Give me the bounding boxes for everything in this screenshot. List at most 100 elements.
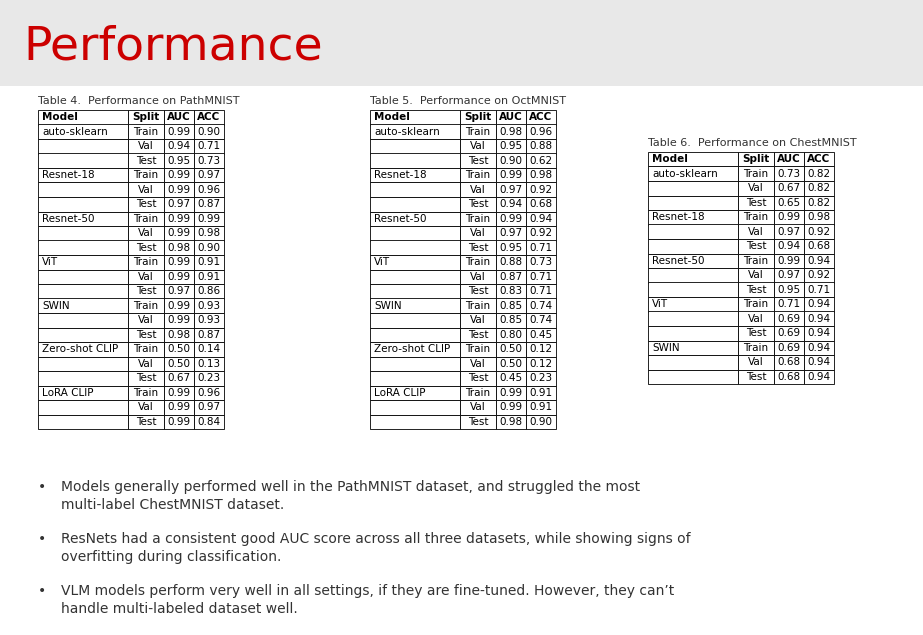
Text: 0.13: 0.13 bbox=[198, 359, 221, 369]
Text: Test: Test bbox=[136, 373, 156, 384]
Text: 0.73: 0.73 bbox=[777, 169, 800, 178]
Text: Train: Train bbox=[743, 256, 769, 266]
Text: 0.82: 0.82 bbox=[808, 169, 831, 178]
Text: 0.97: 0.97 bbox=[167, 199, 190, 210]
Text: 0.84: 0.84 bbox=[198, 417, 221, 427]
Text: Train: Train bbox=[134, 127, 159, 137]
Text: 0.99: 0.99 bbox=[499, 388, 522, 398]
Text: 0.99: 0.99 bbox=[167, 257, 190, 267]
Text: AUC: AUC bbox=[499, 112, 522, 123]
Text: 0.71: 0.71 bbox=[530, 272, 553, 282]
Text: Train: Train bbox=[743, 169, 769, 178]
Text: 0.50: 0.50 bbox=[499, 344, 522, 354]
Text: Resnet-18: Resnet-18 bbox=[652, 212, 704, 222]
Text: Train: Train bbox=[134, 388, 159, 398]
Text: 0.94: 0.94 bbox=[167, 141, 190, 151]
Text: Val: Val bbox=[138, 185, 154, 195]
Text: Val: Val bbox=[470, 185, 485, 195]
Text: 0.50: 0.50 bbox=[499, 359, 522, 369]
Text: 0.93: 0.93 bbox=[198, 315, 221, 325]
Text: 0.65: 0.65 bbox=[777, 197, 800, 208]
Text: Val: Val bbox=[138, 359, 154, 369]
Text: Test: Test bbox=[746, 241, 766, 251]
Text: 0.95: 0.95 bbox=[499, 243, 522, 253]
Text: 0.71: 0.71 bbox=[777, 299, 800, 309]
Text: Test: Test bbox=[746, 371, 766, 382]
Text: Val: Val bbox=[138, 315, 154, 325]
Text: 0.99: 0.99 bbox=[198, 214, 221, 224]
Text: 0.69: 0.69 bbox=[777, 314, 800, 324]
Text: 0.95: 0.95 bbox=[777, 284, 800, 295]
Text: Test: Test bbox=[468, 417, 488, 427]
Text: 0.23: 0.23 bbox=[530, 373, 553, 384]
Text: Train: Train bbox=[465, 344, 490, 354]
Text: •: • bbox=[38, 480, 46, 494]
Text: 0.99: 0.99 bbox=[167, 388, 190, 398]
Text: 0.99: 0.99 bbox=[167, 127, 190, 137]
Text: Val: Val bbox=[138, 228, 154, 238]
Text: •: • bbox=[38, 532, 46, 546]
Text: Split: Split bbox=[464, 112, 492, 123]
Text: LoRA CLIP: LoRA CLIP bbox=[42, 388, 93, 398]
Text: 0.96: 0.96 bbox=[530, 127, 553, 137]
Text: AUC: AUC bbox=[777, 154, 801, 164]
Text: 0.99: 0.99 bbox=[167, 185, 190, 195]
Text: 0.99: 0.99 bbox=[499, 402, 522, 412]
Text: Table 6.  Performance on ChestMNIST: Table 6. Performance on ChestMNIST bbox=[648, 138, 857, 148]
Text: 0.87: 0.87 bbox=[499, 272, 522, 282]
Text: Test: Test bbox=[136, 286, 156, 297]
Text: auto-sklearn: auto-sklearn bbox=[374, 127, 439, 137]
Text: 0.73: 0.73 bbox=[530, 257, 553, 267]
Text: ViT: ViT bbox=[652, 299, 668, 309]
Text: Test: Test bbox=[468, 156, 488, 166]
Text: 0.67: 0.67 bbox=[167, 373, 190, 384]
Text: 0.90: 0.90 bbox=[530, 417, 553, 427]
Text: 0.90: 0.90 bbox=[198, 127, 221, 137]
Text: Val: Val bbox=[470, 315, 485, 325]
Text: 0.50: 0.50 bbox=[167, 359, 190, 369]
Text: 0.99: 0.99 bbox=[167, 272, 190, 282]
Text: SWIN: SWIN bbox=[652, 343, 679, 353]
Text: 0.99: 0.99 bbox=[167, 417, 190, 427]
Text: 0.94: 0.94 bbox=[499, 199, 522, 210]
Text: Resnet-18: Resnet-18 bbox=[42, 170, 95, 180]
Text: 0.97: 0.97 bbox=[198, 402, 221, 412]
Text: ResNets had a consistent good AUC score across all three datasets, while showing: ResNets had a consistent good AUC score … bbox=[61, 532, 690, 565]
Text: Test: Test bbox=[468, 286, 488, 297]
Text: Val: Val bbox=[470, 228, 485, 238]
Text: 0.94: 0.94 bbox=[808, 343, 831, 353]
Text: 0.98: 0.98 bbox=[530, 170, 553, 180]
Text: 0.94: 0.94 bbox=[808, 328, 831, 338]
Text: 0.92: 0.92 bbox=[808, 227, 831, 237]
Text: 0.82: 0.82 bbox=[808, 184, 831, 193]
Text: 0.62: 0.62 bbox=[530, 156, 553, 166]
Text: Train: Train bbox=[465, 388, 490, 398]
Text: 0.68: 0.68 bbox=[777, 371, 800, 382]
Text: 0.94: 0.94 bbox=[808, 371, 831, 382]
Text: 0.99: 0.99 bbox=[167, 170, 190, 180]
Text: 0.87: 0.87 bbox=[198, 199, 221, 210]
Text: Models generally performed well in the PathMNIST dataset, and struggled the most: Models generally performed well in the P… bbox=[61, 480, 641, 512]
Text: Resnet-18: Resnet-18 bbox=[374, 170, 426, 180]
Text: SWIN: SWIN bbox=[42, 301, 69, 311]
Text: ACC: ACC bbox=[530, 112, 553, 123]
Text: 0.99: 0.99 bbox=[167, 301, 190, 311]
Text: Zero-shot CLIP: Zero-shot CLIP bbox=[42, 344, 118, 354]
Text: 0.12: 0.12 bbox=[530, 344, 553, 354]
Text: 0.67: 0.67 bbox=[777, 184, 800, 193]
Text: 0.82: 0.82 bbox=[808, 197, 831, 208]
Text: 0.97: 0.97 bbox=[777, 227, 800, 237]
Text: Model: Model bbox=[652, 154, 688, 164]
Text: 0.91: 0.91 bbox=[198, 257, 221, 267]
Text: 0.91: 0.91 bbox=[530, 388, 553, 398]
Text: 0.97: 0.97 bbox=[167, 286, 190, 297]
Text: Test: Test bbox=[746, 284, 766, 295]
Text: 0.69: 0.69 bbox=[777, 328, 800, 338]
Text: 0.94: 0.94 bbox=[530, 214, 553, 224]
Text: Val: Val bbox=[138, 141, 154, 151]
Text: Model: Model bbox=[42, 112, 78, 123]
Text: Test: Test bbox=[468, 243, 488, 253]
Text: 0.96: 0.96 bbox=[198, 185, 221, 195]
Text: ViT: ViT bbox=[374, 257, 390, 267]
Text: auto-sklearn: auto-sklearn bbox=[42, 127, 108, 137]
